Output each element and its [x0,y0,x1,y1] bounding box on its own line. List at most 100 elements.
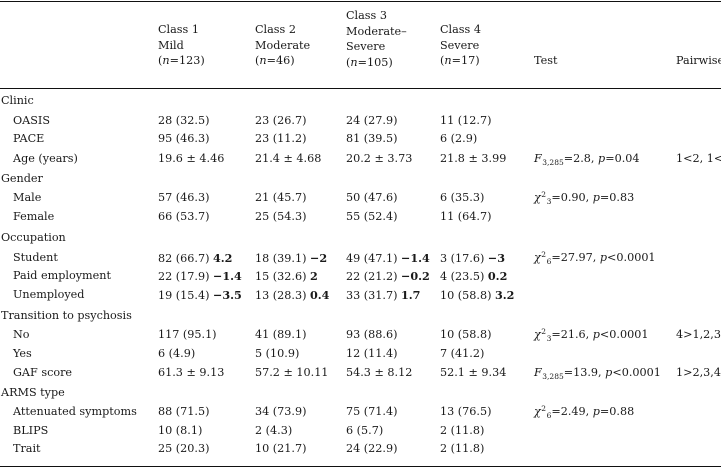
cell-value: 15 (32.6) [255,270,307,283]
table-cell: 21.4 ± 4.68 [255,152,321,166]
table-cell: 6 (35.3) [440,191,484,205]
stat-df: 3,285 [542,158,564,167]
adjusted-residual: −1.4 [213,269,242,283]
table-cell: 11 (64.7) [440,210,491,224]
stat-symbol: χ [534,405,541,418]
cell-value: 95 (46.3) [158,132,210,145]
cell-value: 24 (27.9) [346,114,398,127]
header-class-4-line: Class 4 [440,23,481,36]
row-label: Male [13,191,42,204]
p-value: <0.0001 [599,328,649,341]
row-label: PACE [13,132,45,145]
stat-value: =27.97, [551,251,600,264]
row-label: Attenuated symptoms [13,405,137,418]
stat-value: =2.49, [551,405,593,418]
header-class-4: Class 4 Severe (n=17) [440,22,481,69]
cell-value: 20.2 ± 3.73 [346,152,413,165]
table-cell: 61.3 ± 9.13 [158,366,224,380]
cell-value: 10 (8.1) [158,424,203,437]
table-cell: 75 (71.4) [346,405,397,419]
cell-value: 88 (71.5) [158,405,210,418]
cell-value: 18 (39.1) [255,252,307,265]
group-label: Transition to psychosis [1,309,132,322]
cell-value: 22 (21.2) [346,270,398,283]
top-rule [0,1,721,2]
row-label: Age (years) [13,152,78,165]
adjusted-residual: 0.4 [310,288,330,302]
cell-value: 41 (89.1) [255,328,307,341]
cell-value: 28 (32.5) [158,114,210,127]
table-cell: 57.2 ± 10.11 [255,366,328,380]
adjusted-residual: 3.2 [495,288,515,302]
cell-value: 81 (39.5) [346,132,398,145]
table-cell: 13 (76.5) [440,405,491,419]
cell-value: 3 (17.6) [440,252,485,265]
header-class-4-line: Severe [440,38,480,52]
stat-symbol: χ [534,251,541,264]
stat-superscript: 2 [541,190,547,199]
header-class-4-n: (n=17) [440,54,480,67]
row-label: Yes [13,347,32,360]
table-cell: 15 (32.6) 2 [255,269,318,283]
p-symbol: p [592,405,600,418]
cell-value: 23 (11.2) [255,132,307,145]
p-value: <0.0001 [607,251,656,264]
row-label: Unemployed [13,288,85,301]
table-cell: 28 (32.5) [158,114,209,128]
stat-df: 3 [546,334,552,343]
bottom-rule [0,466,721,467]
stat-symbol: χ [534,328,541,341]
table-cell: 50 (47.6) [346,191,397,205]
table-cell: 88 (71.5) [158,405,209,419]
row-label: BLIPS [13,424,49,437]
header-pairwise: Pairwise [676,53,721,69]
adjusted-residual: 0.2 [487,269,508,283]
stat-value: =2.8, [563,152,599,165]
header-class-2: Class 2 Moderate (n=46) [255,22,310,69]
adjusted-residual: 4.2 [213,251,233,265]
cell-value: 25 (54.3) [255,210,307,223]
cell-value: 34 (73.9) [255,405,307,418]
p-value: <0.0001 [612,366,661,379]
header-class-2-line: Moderate [255,38,311,52]
cell-value: 13 (28.3) [255,289,307,302]
header-test: Test [534,53,557,69]
table-cell: 2 (11.8) [440,424,484,438]
stat-value: =13.9, [563,366,606,379]
adjusted-residual: −2 [310,251,328,265]
row-label: Student [13,251,58,264]
table-cell: 10 (8.1) [158,424,202,438]
table-cell: 6 (5.7) [346,424,383,438]
header-class-1-line: Class 1 [158,23,199,36]
table-cell: 13 (28.3) 0.4 [255,288,329,302]
stat-superscript: 2 [541,327,547,336]
stat-df: 3,285 [542,372,564,381]
cell-value: 10 (58.8) [440,289,492,302]
table-cell: 93 (88.6) [346,328,397,342]
table-cell: 2 (11.8) [440,442,484,456]
group-label: Occupation [1,231,66,244]
cell-value: 61.3 ± 9.13 [158,366,225,379]
header-class-1-n: (n=123) [158,54,205,67]
header-class-1-line: Mild [158,38,184,52]
table-cell: 25 (54.3) [255,210,306,224]
cell-value: 33 (31.7) [346,289,398,302]
cell-value: 4 (23.5) [440,270,485,283]
table-cell: 24 (22.9) [346,442,397,456]
cell-value: 21.4 ± 4.68 [255,152,322,165]
header-class-3: Class 3 Moderate– Severe (n=105) [346,8,407,70]
pairwise-result: 4>1,2,3 [676,328,721,341]
table-cell: 2 (4.3) [255,424,292,438]
cell-value: 6 (35.3) [440,191,485,204]
p-symbol: p [592,191,600,204]
group-label: Clinic [1,94,34,107]
stat-value: =21.6, [551,328,593,341]
group-label: ARMS type [1,386,65,399]
table-cell: 52.1 ± 9.34 [440,366,506,380]
cell-value: 55 (52.4) [346,210,398,223]
cell-value: 10 (58.8) [440,328,492,341]
adjusted-residual: 1.7 [401,288,421,302]
cell-value: 117 (95.1) [158,328,217,341]
header-class-3-line: Severe [346,40,386,53]
stat-symbol: F [534,152,542,165]
